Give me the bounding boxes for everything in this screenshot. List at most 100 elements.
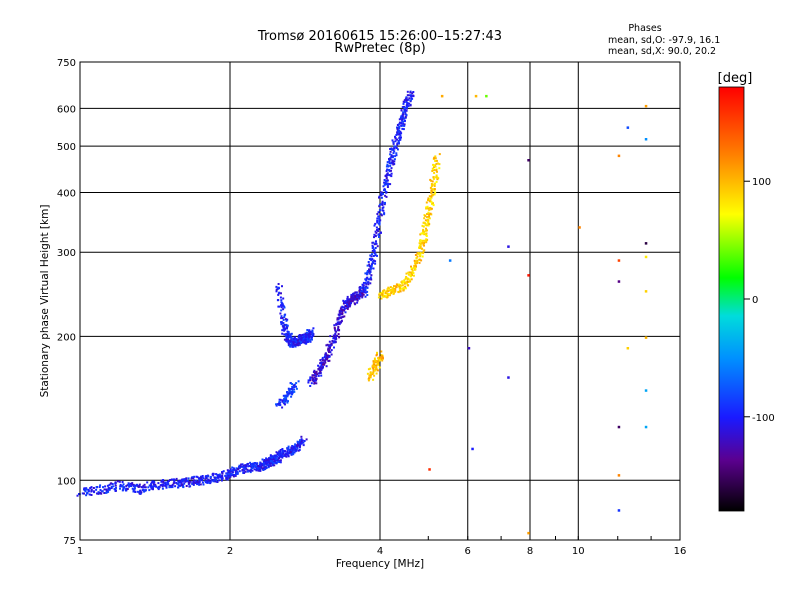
trace-point <box>286 340 289 343</box>
trace-point <box>369 276 372 279</box>
trace-point <box>127 482 130 485</box>
trace-point <box>292 391 294 394</box>
trace-point <box>311 336 313 338</box>
trace-point <box>171 486 174 489</box>
trace-point <box>400 109 403 112</box>
scatter-point <box>644 242 648 245</box>
trace-point <box>296 442 299 445</box>
trace-point <box>410 97 413 100</box>
trace-point <box>199 478 202 481</box>
trace-point <box>284 324 287 327</box>
trace-point <box>282 297 285 300</box>
trace-point <box>293 388 296 391</box>
trace-point <box>280 299 283 302</box>
trace-point <box>383 202 386 205</box>
trace-point <box>168 484 171 487</box>
trace-point <box>430 200 433 203</box>
trace-point <box>336 321 339 324</box>
trace-point <box>349 298 352 301</box>
trace-point <box>76 494 79 497</box>
trace-point <box>431 170 434 172</box>
trace-point <box>253 468 256 471</box>
trace-point <box>250 464 253 467</box>
trace-point <box>284 450 286 453</box>
trace-point <box>382 185 385 188</box>
trace-point <box>282 328 285 331</box>
trace-point <box>188 482 191 485</box>
trace-point <box>282 394 285 397</box>
x-tick-label: 6 <box>465 546 471 557</box>
trace-point <box>286 393 289 396</box>
trace-point <box>225 478 228 481</box>
trace-point <box>386 186 389 188</box>
trace-point <box>215 478 218 481</box>
trace-point <box>371 253 373 256</box>
trace-point <box>216 473 219 476</box>
trace-point <box>370 267 373 270</box>
trace-point <box>180 484 183 487</box>
trace-point <box>353 298 356 301</box>
trace-point <box>282 455 285 458</box>
trace-point <box>378 233 381 236</box>
trace-point <box>367 283 370 286</box>
trace-point <box>341 316 344 318</box>
trace-point <box>179 484 182 487</box>
chart-subtitle: RwPretec (8p) <box>334 41 425 56</box>
trace-point <box>432 168 435 171</box>
trace-point <box>429 186 432 189</box>
trace-point <box>371 263 373 266</box>
trace-point <box>115 486 117 489</box>
trace-point <box>134 484 137 487</box>
trace-point <box>374 253 377 256</box>
trace-point <box>376 363 379 366</box>
trace-point <box>371 364 374 367</box>
trace-point <box>436 162 439 165</box>
trace-point <box>328 340 331 343</box>
trace-point <box>361 287 364 290</box>
trace-point <box>276 403 279 406</box>
trace-point <box>286 327 288 330</box>
colorbar <box>718 86 745 512</box>
trace-point <box>283 314 286 317</box>
trace-point <box>425 224 428 227</box>
trace-point <box>418 258 421 261</box>
trace-point <box>422 228 425 231</box>
trace-point <box>365 285 368 288</box>
trace-point <box>406 103 409 106</box>
trace-point <box>306 337 309 340</box>
trace-point <box>424 215 427 217</box>
trace-point <box>307 379 310 382</box>
trace-point <box>343 307 346 310</box>
trace-point <box>131 487 134 490</box>
x-axis: 1 2 4 6 8 10 16 <box>77 536 686 557</box>
trace-point <box>111 483 114 485</box>
trace-point <box>298 446 301 449</box>
trace-point <box>381 293 384 296</box>
trace-point <box>324 357 327 360</box>
trace-point <box>397 123 400 126</box>
trace-point <box>403 124 406 127</box>
trace-point <box>377 363 380 366</box>
trace-point <box>304 338 307 340</box>
trace-point <box>285 337 288 340</box>
trace-point <box>264 460 267 463</box>
trace-point <box>214 480 217 483</box>
trace-point <box>394 145 397 148</box>
trace-point <box>164 484 167 487</box>
trace-point <box>351 300 353 302</box>
trace-point <box>119 483 122 486</box>
trace-point <box>311 374 314 377</box>
trace-point <box>267 461 270 464</box>
trace-point <box>259 465 262 468</box>
trace-point <box>430 195 433 198</box>
trace-point <box>320 362 323 365</box>
trace-point <box>373 250 376 253</box>
trace-point <box>90 488 93 491</box>
trace-point <box>372 365 375 368</box>
trace-point <box>291 393 294 396</box>
trace-point <box>430 183 433 185</box>
trace-point <box>306 339 309 342</box>
y-tick-label: 750 <box>57 58 76 69</box>
trace-point <box>398 125 401 128</box>
trace-point <box>284 318 287 321</box>
